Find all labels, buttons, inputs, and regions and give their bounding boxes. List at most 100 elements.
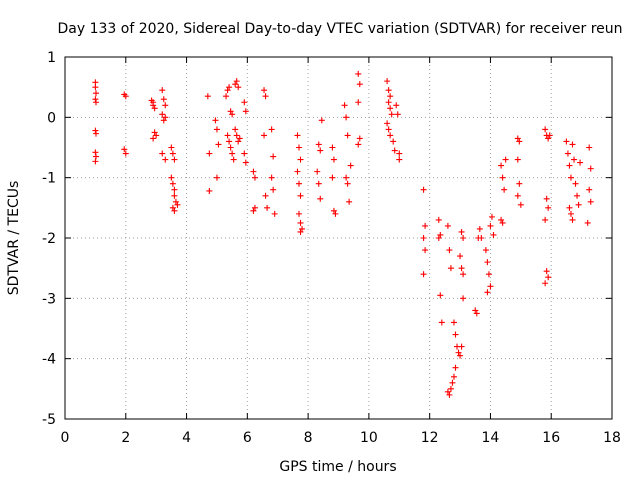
data-point	[168, 174, 175, 181]
data-point	[344, 180, 351, 187]
data-point	[396, 150, 403, 157]
data-point	[215, 141, 222, 148]
data-point	[250, 207, 257, 214]
data-point	[212, 117, 219, 124]
data-point	[261, 132, 268, 139]
data-point	[162, 102, 169, 109]
data-point	[330, 156, 337, 163]
data-point	[329, 174, 336, 181]
data-point	[499, 174, 506, 181]
data-point	[206, 150, 213, 157]
data-point	[586, 144, 593, 151]
data-point	[572, 180, 579, 187]
data-point	[542, 216, 549, 223]
data-point	[315, 180, 322, 187]
data-point	[162, 156, 169, 163]
data-point	[251, 204, 258, 211]
data-point	[297, 192, 304, 199]
data-markers	[92, 70, 594, 398]
data-point	[473, 310, 480, 317]
data-point	[545, 274, 552, 281]
data-point	[484, 289, 491, 296]
data-point	[516, 138, 523, 145]
data-point	[444, 222, 451, 229]
data-point	[385, 99, 392, 106]
data-point	[584, 219, 591, 226]
data-point	[241, 99, 248, 106]
data-point	[545, 135, 552, 142]
data-point	[490, 231, 497, 238]
data-point	[394, 111, 401, 118]
data-point	[318, 117, 325, 124]
data-point	[355, 141, 362, 148]
data-point	[92, 99, 99, 106]
data-point	[343, 114, 350, 121]
data-point	[390, 138, 397, 145]
data-point	[498, 216, 505, 223]
data-point	[92, 158, 99, 165]
data-point	[569, 216, 576, 223]
x-axis-label: GPS time / hours	[279, 459, 396, 475]
data-point	[457, 253, 464, 260]
x-tick-label: 12	[421, 430, 439, 446]
data-point	[447, 265, 454, 272]
y-tick-label: -5	[42, 412, 56, 428]
data-point	[294, 132, 301, 139]
data-point	[420, 235, 427, 241]
data-point	[356, 135, 363, 142]
x-tick-label: 14	[482, 430, 500, 446]
data-point	[299, 225, 306, 232]
data-point	[294, 168, 301, 175]
data-point	[160, 96, 167, 103]
data-point	[236, 135, 243, 142]
data-point	[223, 93, 230, 100]
data-point	[242, 159, 249, 166]
y-tick-labels: -5 -4 -3 -2 -1 0 1	[42, 50, 56, 428]
data-point	[150, 135, 157, 142]
data-point	[484, 259, 491, 266]
data-point	[232, 126, 239, 133]
data-point	[261, 87, 268, 94]
data-point	[204, 93, 211, 100]
data-point	[171, 186, 178, 193]
data-point	[162, 114, 169, 121]
data-point	[250, 168, 257, 175]
data-point	[574, 192, 581, 199]
data-point	[344, 132, 351, 139]
data-point	[150, 99, 157, 106]
data-point	[341, 102, 348, 109]
data-point	[235, 138, 242, 145]
data-point	[92, 96, 99, 103]
data-point	[487, 283, 494, 290]
data-point	[587, 165, 594, 172]
data-point	[563, 138, 570, 145]
data-point	[315, 141, 322, 148]
data-point	[297, 156, 304, 163]
data-point	[566, 204, 573, 211]
data-point	[171, 156, 178, 163]
y-tick-label: 1	[47, 50, 56, 66]
data-point	[172, 198, 179, 205]
data-point	[452, 331, 459, 338]
data-point	[224, 87, 231, 94]
data-point	[168, 144, 175, 151]
data-point	[393, 102, 400, 109]
x-tick-label: 0	[61, 430, 70, 446]
data-point	[151, 129, 158, 136]
axis-ticks	[64, 56, 613, 420]
data-point	[159, 111, 166, 118]
data-point	[385, 126, 392, 133]
y-tick-label: -3	[42, 291, 56, 307]
data-point	[264, 204, 271, 211]
data-point	[435, 216, 442, 223]
data-point	[153, 132, 160, 139]
y-tick-label: -4	[42, 352, 56, 368]
data-point	[514, 156, 521, 163]
data-point	[452, 364, 459, 371]
data-point	[514, 135, 521, 142]
data-point	[226, 138, 233, 145]
data-point	[514, 192, 521, 199]
data-point	[332, 210, 339, 217]
data-point	[545, 204, 552, 211]
